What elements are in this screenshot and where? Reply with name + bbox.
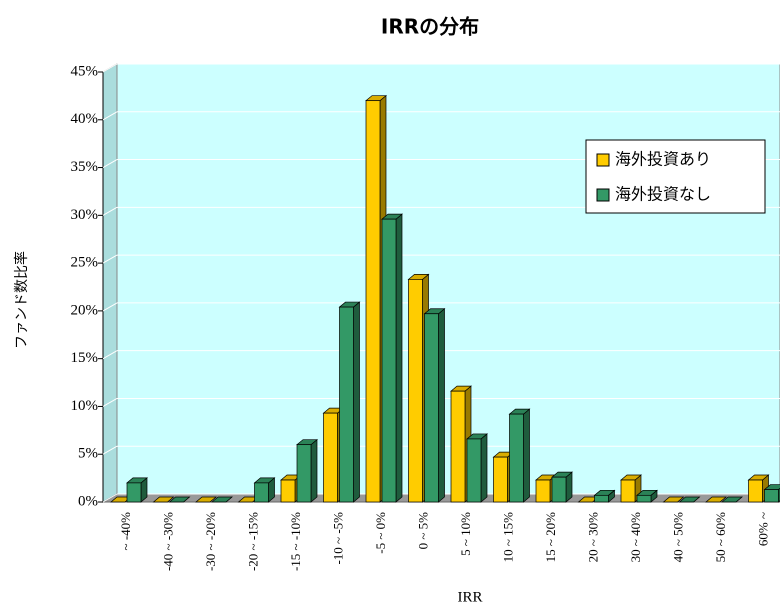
legend-swatch [596,153,610,167]
y-tick-label: 45% [71,63,99,79]
bar [466,438,482,503]
bar [450,390,466,503]
y-axis-title: ファンド数比率 [13,251,30,349]
grid-line-side [102,398,118,407]
bar [280,479,296,503]
bar [254,482,269,503]
bar-top [195,496,217,503]
bar-top [721,496,743,503]
bar [636,494,652,503]
bar-top [662,496,685,503]
x-tick-label: 0 ~ 5% [415,512,430,550]
x-tick-label: -30 ~ -20% [203,512,218,571]
y-tick-label: 30% [71,207,99,223]
x-tick-label: -40 ~ -30% [160,512,175,571]
grid-line-side [102,254,118,264]
x-tick-label: -5 ~ 0% [373,512,388,554]
bar [408,279,423,503]
x-tick-label: -20 ~ -15% [245,512,260,571]
bar [323,412,338,503]
bar-side [353,301,360,503]
x-tick-label: 10 ~ 15% [500,512,515,563]
bar [296,444,312,503]
y-tick-label: 25% [71,255,99,271]
grid-line-side [102,445,118,455]
bar-side [480,433,488,503]
y-tick-label: 0% [78,493,98,509]
x-tick-label: 5 ~ 10% [458,512,473,556]
grid-line-side [102,206,118,216]
bar-side [395,213,403,503]
back-wall [116,63,780,495]
bar [764,489,779,503]
bar [509,413,524,503]
y-tick-label: 35% [71,159,99,175]
y-tick-label: 5% [78,446,98,462]
bar-side [310,438,318,503]
bar [381,218,397,503]
x-tick-label: 50 ~ 60% [713,512,728,563]
x-tick-label: -10 ~ -5% [330,512,345,565]
legend-label: 海外投資あり [615,150,711,169]
x-tick-label: ~ -40% [118,512,133,551]
legend-label: 海外投資なし [615,185,711,204]
y-tick-label: 10% [71,398,99,414]
x-tick-label: 15 ~ 20% [543,512,558,563]
x-tick-label: 30 ~ 40% [628,512,643,563]
bar [594,494,609,503]
x-axis-title: IRR [457,589,482,605]
bar-side [523,408,530,503]
legend [585,139,766,214]
x-tick-label: -15 ~ -10% [288,512,303,571]
grid-line-side [102,159,118,168]
bar [551,476,567,503]
bar [339,306,354,503]
grid-line-side [102,111,118,121]
bar-top [211,496,233,503]
grid-line-side [102,493,118,503]
bar-top [152,496,175,503]
bar [365,100,381,503]
bar [535,479,551,503]
bar [620,479,636,503]
legend-swatch [596,188,610,202]
bar [424,313,439,503]
grid-line-side [102,302,118,312]
chart-title: IRRの分布 [381,15,479,39]
bar [493,456,508,503]
y-tick-label: 40% [71,111,99,127]
y-tick-label: 20% [71,302,99,318]
y-tick-label: 15% [71,350,99,366]
bar [748,479,763,503]
grid-line-side [102,350,118,360]
bar [126,482,142,503]
x-tick-label: 20 ~ 30% [585,512,600,563]
bar-side [438,308,445,503]
bar-top [168,496,191,503]
bar-top [678,496,701,503]
x-tick-label: 40 ~ 50% [670,512,685,563]
bar-top [705,496,727,503]
x-tick-label: 60% ~ [755,512,770,546]
grid-line-side [102,63,118,73]
side-wall [102,63,118,503]
